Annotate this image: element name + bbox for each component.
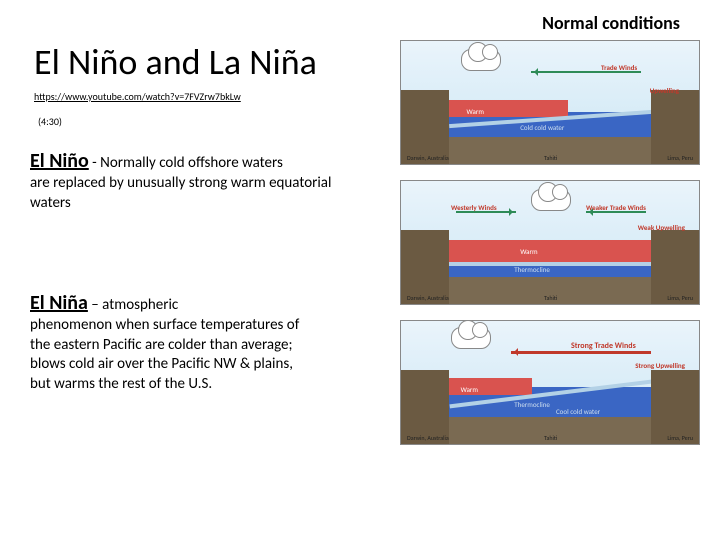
shelf-left (401, 90, 449, 164)
elnino-body: are replaced by unusually strong warm eq… (30, 174, 370, 213)
page-title: El Niño and La Niña (34, 40, 317, 84)
trade-wind-label: Trade Winds (601, 63, 637, 72)
cloud-icon (451, 327, 491, 349)
lanina-sep: – (88, 296, 102, 314)
shelf-left (401, 230, 449, 304)
weak-trade-label: Weaker Trade Winds (586, 203, 646, 212)
cloud-icon (461, 49, 501, 71)
strong-trade-label: Strong Trade Winds (571, 341, 636, 351)
header-label: Normal conditions (542, 12, 680, 34)
city-mid: Tahiti (544, 154, 557, 162)
lanina-lead: atmospheric (102, 296, 178, 314)
upwelling-label: Upwelling (650, 86, 679, 95)
elnino-lead: Normally cold offshore waters (100, 154, 283, 172)
warm-label: Warm (467, 107, 484, 116)
thermo-label: Thermocline (514, 265, 550, 274)
shelf-right (651, 90, 699, 164)
strong-trade-arrow (511, 351, 651, 354)
warm-label: Warm (461, 385, 478, 394)
elnino-heading: El Niño (30, 149, 89, 173)
video-duration: (4:30) (38, 115, 62, 128)
elnino-sep: - (89, 154, 100, 172)
video-link[interactable]: https://www.youtube.com/watch?v=7FVZrw7b… (34, 90, 241, 103)
warm-label: Warm (520, 247, 537, 256)
weak-upwell-label: Weak Upwelling (638, 223, 685, 232)
westerly-label: Westerly Winds (451, 203, 497, 212)
diagram-lanina: Strong Trade Winds Warm Thermocline Cool… (400, 320, 700, 445)
shelf-right (651, 230, 699, 304)
thermocline (449, 262, 652, 266)
lanina-body: phenomenon when surface temperatures of … (30, 316, 300, 394)
section-lanina: El Niña – atmospheric phenomenon when su… (30, 290, 300, 394)
diagram-elnino: Westerly Winds Weaker Trade Winds Warm T… (400, 180, 700, 305)
city-left: Darwin, Australia (407, 434, 449, 442)
city-right: Lima, Peru (667, 294, 693, 302)
cold-label: Cold cold water (520, 123, 564, 132)
shelf-left (401, 370, 449, 444)
city-mid: Tahiti (544, 294, 557, 302)
section-elnino: El Niño - Normally cold offshore waters … (30, 148, 370, 213)
cold-label: Cool cold water (556, 407, 600, 416)
shelf-right (651, 370, 699, 444)
city-right: Lima, Peru (667, 434, 693, 442)
city-right: Lima, Peru (667, 154, 693, 162)
city-left: Darwin, Australia (407, 294, 449, 302)
diagram-normal: Trade Winds Warm Cold cold water Upwelli… (400, 40, 700, 165)
strong-upwell-label: Strong Upwelling (635, 361, 685, 370)
city-mid: Tahiti (544, 434, 557, 442)
lanina-heading: El Niña (30, 291, 88, 315)
warm-pool (449, 240, 652, 262)
thermo-label: Thermocline (514, 400, 550, 409)
city-left: Darwin, Australia (407, 154, 449, 162)
cloud-icon (531, 189, 571, 211)
